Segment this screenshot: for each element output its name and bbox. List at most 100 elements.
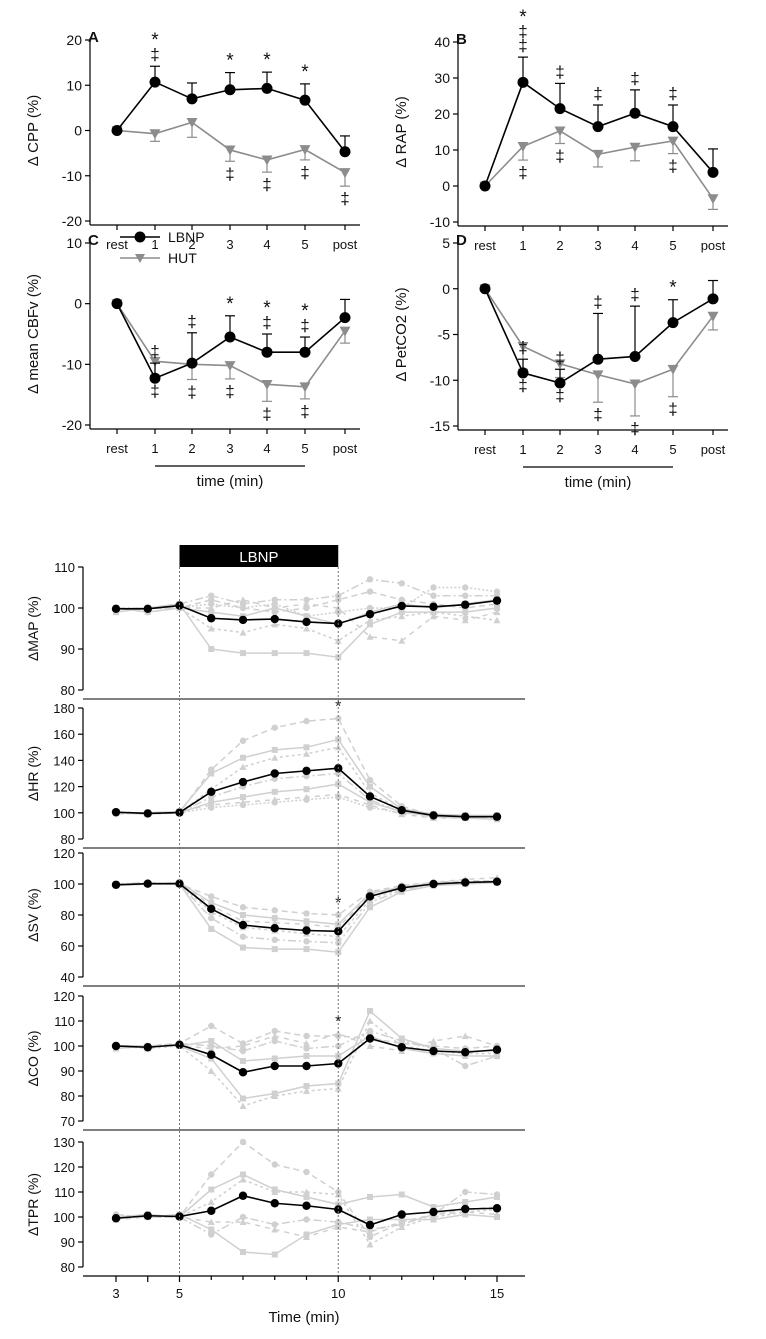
panel-c-dagger-mark: ‡: [300, 316, 309, 335]
panel-a-y-tick-label: 10: [66, 77, 82, 93]
panel-c-dagger-mark: ‡: [262, 404, 271, 423]
panel-co-individual-point: [366, 1042, 374, 1049]
time-x-label: Time (min): [268, 1309, 339, 1326]
panel-map-individual-point: [461, 612, 469, 620]
panel-c-dagger-mark: ‡: [150, 342, 159, 361]
panel-co-individual-point: [240, 1058, 246, 1064]
panel-c-asterisk: *: [301, 301, 309, 322]
panel-map-individual-point: [207, 604, 215, 611]
panel-tpr-individual-point: [303, 1194, 310, 1200]
panel-map-individual-point: [366, 616, 374, 624]
panel-b-y-tick-label: 30: [434, 70, 450, 86]
panel-sv-individual-point: [271, 919, 279, 926]
panel-tpr-individual-point: [208, 1231, 215, 1238]
panel-c-y-tick-label: 0: [74, 296, 82, 312]
panel-tpr-mean-point: [238, 1191, 248, 1200]
panel-tpr-individual-point: [334, 1223, 342, 1230]
panel-d-lbnp-point: [554, 377, 566, 389]
panel-sv-mean-point: [397, 883, 406, 893]
panel-b-lbnp-point: [629, 107, 641, 119]
panel-sv-y-tick-label: 60: [61, 939, 75, 954]
panel-map-mean-point: [461, 600, 470, 609]
panel-b-y-tick-label: -10: [430, 214, 450, 230]
panel-hr-individual-point: [303, 744, 310, 751]
panel-co-individual-point: [303, 1032, 310, 1040]
panel-co-individual-point: [271, 1092, 279, 1099]
panel-map-y-tick-label: 110: [54, 560, 75, 575]
panel-co-individual-point: [303, 1053, 310, 1059]
panel-c-dagger-mark: ‡: [150, 381, 159, 400]
panel-b-letter: B: [456, 31, 467, 48]
panel-c-hut-point: [149, 356, 161, 367]
panel-a-dagger-mark: ‡: [300, 163, 309, 182]
panel-d-lbnp-point: [707, 293, 719, 305]
panel-sv-individual-point: [208, 914, 215, 922]
panel-b-x-tick-label: 4: [631, 238, 638, 253]
panel-b-x-tick-label: 2: [556, 238, 563, 253]
panel-tpr-individual-point: [240, 1171, 246, 1178]
panel-tpr-individual-point: [208, 1226, 215, 1233]
panel-d-x-tick-label: rest: [474, 442, 496, 457]
panel-c-dagger-mark: ‡: [300, 402, 309, 421]
panel-tpr-mean-point: [365, 1220, 375, 1230]
panel-sv-individual-point: [271, 907, 278, 914]
panel-a-x-tick-label: post: [333, 237, 358, 252]
panel-map-individual-point: [494, 605, 500, 611]
panel-hr-y-tick-label: 160: [53, 727, 75, 742]
panel-tpr-individual-point: [208, 1171, 215, 1178]
panel-sv-individual-point: [335, 939, 342, 947]
panel-sv-individual-line: [115, 881, 497, 926]
panel-d-hut-point: [629, 379, 641, 390]
panel-sv-individual-point: [303, 920, 310, 928]
panel-sv-individual-point: [239, 933, 247, 940]
panel-b-hut-point: [629, 142, 641, 153]
panel-hr-individual-point: [208, 804, 215, 811]
panel-sv-individual-point: [240, 944, 246, 951]
panel-a-x-tick-label: 4: [263, 237, 270, 252]
panel-b-lbnp-point: [667, 121, 679, 133]
panel-co-mean-point: [111, 1041, 121, 1051]
panel-c-x-tick-label: 2: [188, 441, 195, 456]
panel-sv-mean-point: [143, 879, 152, 888]
panel-tpr-individual-point: [239, 1176, 247, 1183]
panel-sv-mean-point: [365, 892, 375, 901]
panel-c-y-tick-label: -20: [62, 417, 82, 433]
panel-hr-mean-point: [207, 787, 216, 797]
panel-d-dagger-mark: ‡: [668, 400, 677, 419]
panel-tpr-individual-point: [303, 1233, 310, 1240]
panel-tpr-individual-point: [207, 1218, 215, 1225]
panel-map-individual-point: [208, 646, 215, 652]
panel-map-individual-point: [335, 654, 342, 661]
panel-d-x-tick-label: 5: [669, 442, 676, 457]
panel-tpr-individual-point: [462, 1199, 469, 1205]
panel-tpr-individual-point: [366, 1233, 374, 1241]
panel-c-dagger-mark: ‡: [262, 313, 271, 332]
legend-lbnp-label: LBNP: [168, 229, 205, 245]
panel-b-y-tick-label: 20: [434, 106, 450, 122]
panel-b-x-tick-label: rest: [474, 238, 496, 253]
panel-co-y-tick-label: 80: [61, 1089, 75, 1104]
panel-d-y-label: Δ PetCO2 (%): [393, 287, 410, 381]
panel-c-y-label: Δ mean CBFv (%): [25, 274, 42, 394]
panel-b-dagger-mark: ‡: [668, 84, 677, 103]
panel-hr-individual-point: [303, 717, 310, 725]
panel-sv-individual-point: [367, 904, 373, 911]
panel-c-dagger-mark: ‡: [187, 383, 196, 402]
panel-co-mean-point: [429, 1046, 438, 1056]
panel-c-x-tick-label: 1: [151, 441, 158, 456]
panel-sv-individual-point: [240, 912, 246, 918]
panel-c-x-tick-label: 4: [263, 441, 270, 456]
panel-c-lbnp-point: [111, 298, 123, 310]
panel-map-mean-point: [429, 602, 438, 611]
panel-hr-y-tick-label: 80: [61, 832, 75, 847]
panel-co-individual-point: [271, 1027, 278, 1035]
panel-hr-individual-point: [271, 754, 279, 761]
panel-map-individual-point: [271, 650, 278, 657]
panel-tpr-individual-point: [240, 1249, 246, 1255]
panel-c-lbnp-point: [186, 357, 198, 369]
panel-co-individual-point: [207, 1045, 215, 1052]
panel-c-x-tick-label: 5: [301, 441, 308, 456]
panel-tpr-y-tick-label: 110: [54, 1185, 75, 1200]
panel-sv-mean-point: [238, 920, 248, 930]
legend-lbnp-marker: [134, 231, 146, 243]
